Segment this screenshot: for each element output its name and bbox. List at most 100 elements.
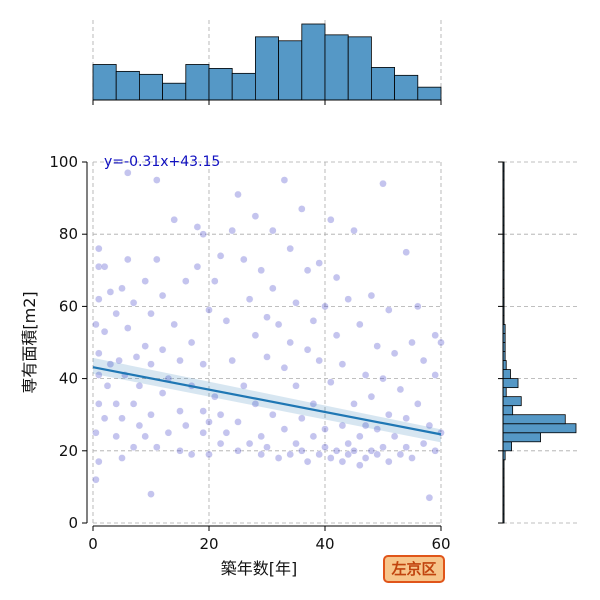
- data-point: [263, 443, 271, 452]
- right-hist-bar: [502, 423, 577, 434]
- data-point: [129, 443, 138, 452]
- data-point: [309, 432, 318, 441]
- data-point: [268, 284, 277, 293]
- data-point: [431, 371, 440, 379]
- data-point: [286, 450, 295, 459]
- data-point: [396, 450, 405, 459]
- top-hist-bar: [115, 70, 140, 101]
- data-point: [147, 410, 155, 419]
- data-point: [94, 262, 103, 271]
- data-point: [408, 454, 416, 462]
- x-axis-label: 築年数[年]: [221, 559, 298, 578]
- data-point: [355, 432, 364, 441]
- data-point: [419, 356, 428, 365]
- data-point: [141, 432, 150, 441]
- data-point: [152, 443, 161, 452]
- data-point: [286, 244, 295, 253]
- data-point: [373, 342, 382, 350]
- data-point: [384, 457, 393, 466]
- data-point: [141, 342, 150, 350]
- top-hist-bar: [138, 73, 163, 101]
- data-point: [210, 392, 219, 401]
- data-point: [103, 381, 112, 390]
- data-point: [251, 331, 260, 340]
- data-point: [216, 439, 225, 448]
- data-point: [425, 421, 434, 430]
- data-point: [176, 407, 184, 415]
- data-point: [216, 410, 225, 419]
- data-point: [373, 425, 382, 433]
- data-point: [257, 432, 266, 441]
- regression-equation: y=-0.31x+43.15: [104, 154, 220, 170]
- right-hist-bar: [502, 378, 519, 389]
- data-point: [361, 454, 370, 462]
- data-point: [92, 475, 100, 484]
- data-point: [315, 259, 324, 267]
- x-tick-label: 20: [199, 535, 218, 553]
- right-hist-bar: [502, 405, 514, 416]
- data-point: [176, 356, 184, 365]
- data-point: [193, 223, 202, 231]
- data-point: [147, 360, 155, 369]
- data-point: [268, 410, 277, 419]
- data-point: [350, 400, 358, 408]
- data-point: [292, 439, 300, 448]
- data-point: [118, 284, 126, 293]
- data-point: [141, 277, 150, 285]
- data-point: [274, 320, 283, 329]
- right-hist-bar: [502, 432, 541, 443]
- data-point: [239, 381, 248, 390]
- data-point: [199, 407, 208, 415]
- data-point: [158, 345, 167, 354]
- data-point: [321, 425, 329, 433]
- data-point: [94, 349, 103, 358]
- data-point: [112, 309, 121, 318]
- data-point: [181, 277, 190, 285]
- data-point: [384, 306, 393, 314]
- y-tick-label: 0: [68, 514, 78, 532]
- data-point: [263, 353, 271, 361]
- data-point: [384, 410, 393, 419]
- data-point: [170, 215, 179, 224]
- data-point: [379, 374, 387, 383]
- data-point: [239, 255, 248, 264]
- data-point: [158, 389, 167, 397]
- data-point: [115, 356, 123, 365]
- data-point: [118, 454, 126, 462]
- data-point: [228, 356, 237, 365]
- data-point: [222, 428, 231, 437]
- data-point: [222, 316, 231, 325]
- top-hist-bar: [301, 23, 326, 101]
- top-hist-bar: [208, 68, 233, 101]
- data-point: [251, 400, 260, 408]
- data-point: [123, 168, 132, 177]
- data-point: [94, 371, 103, 379]
- data-point: [350, 226, 358, 235]
- data-point: [187, 338, 196, 347]
- data-point: [338, 457, 347, 466]
- data-point: [245, 295, 254, 304]
- data-point: [100, 262, 109, 271]
- data-point: [199, 230, 208, 239]
- data-point: [187, 450, 196, 459]
- data-point: [361, 371, 370, 379]
- data-point: [419, 439, 428, 448]
- data-point: [257, 266, 266, 275]
- x-tick-label: 60: [431, 535, 450, 553]
- right-hist-bar: [502, 414, 566, 425]
- data-point: [132, 353, 141, 361]
- x-tick-label: 40: [315, 535, 334, 553]
- top-hist-bar: [324, 34, 349, 101]
- data-point: [234, 446, 242, 455]
- data-point: [135, 381, 144, 390]
- data-point: [303, 345, 312, 354]
- data-point: [94, 400, 103, 408]
- data-point: [280, 176, 289, 184]
- data-point: [332, 273, 341, 282]
- data-point: [355, 461, 364, 470]
- data-point: [106, 288, 115, 296]
- right-hist-bar: [502, 369, 511, 380]
- data-point: [292, 381, 300, 390]
- data-point: [164, 428, 173, 437]
